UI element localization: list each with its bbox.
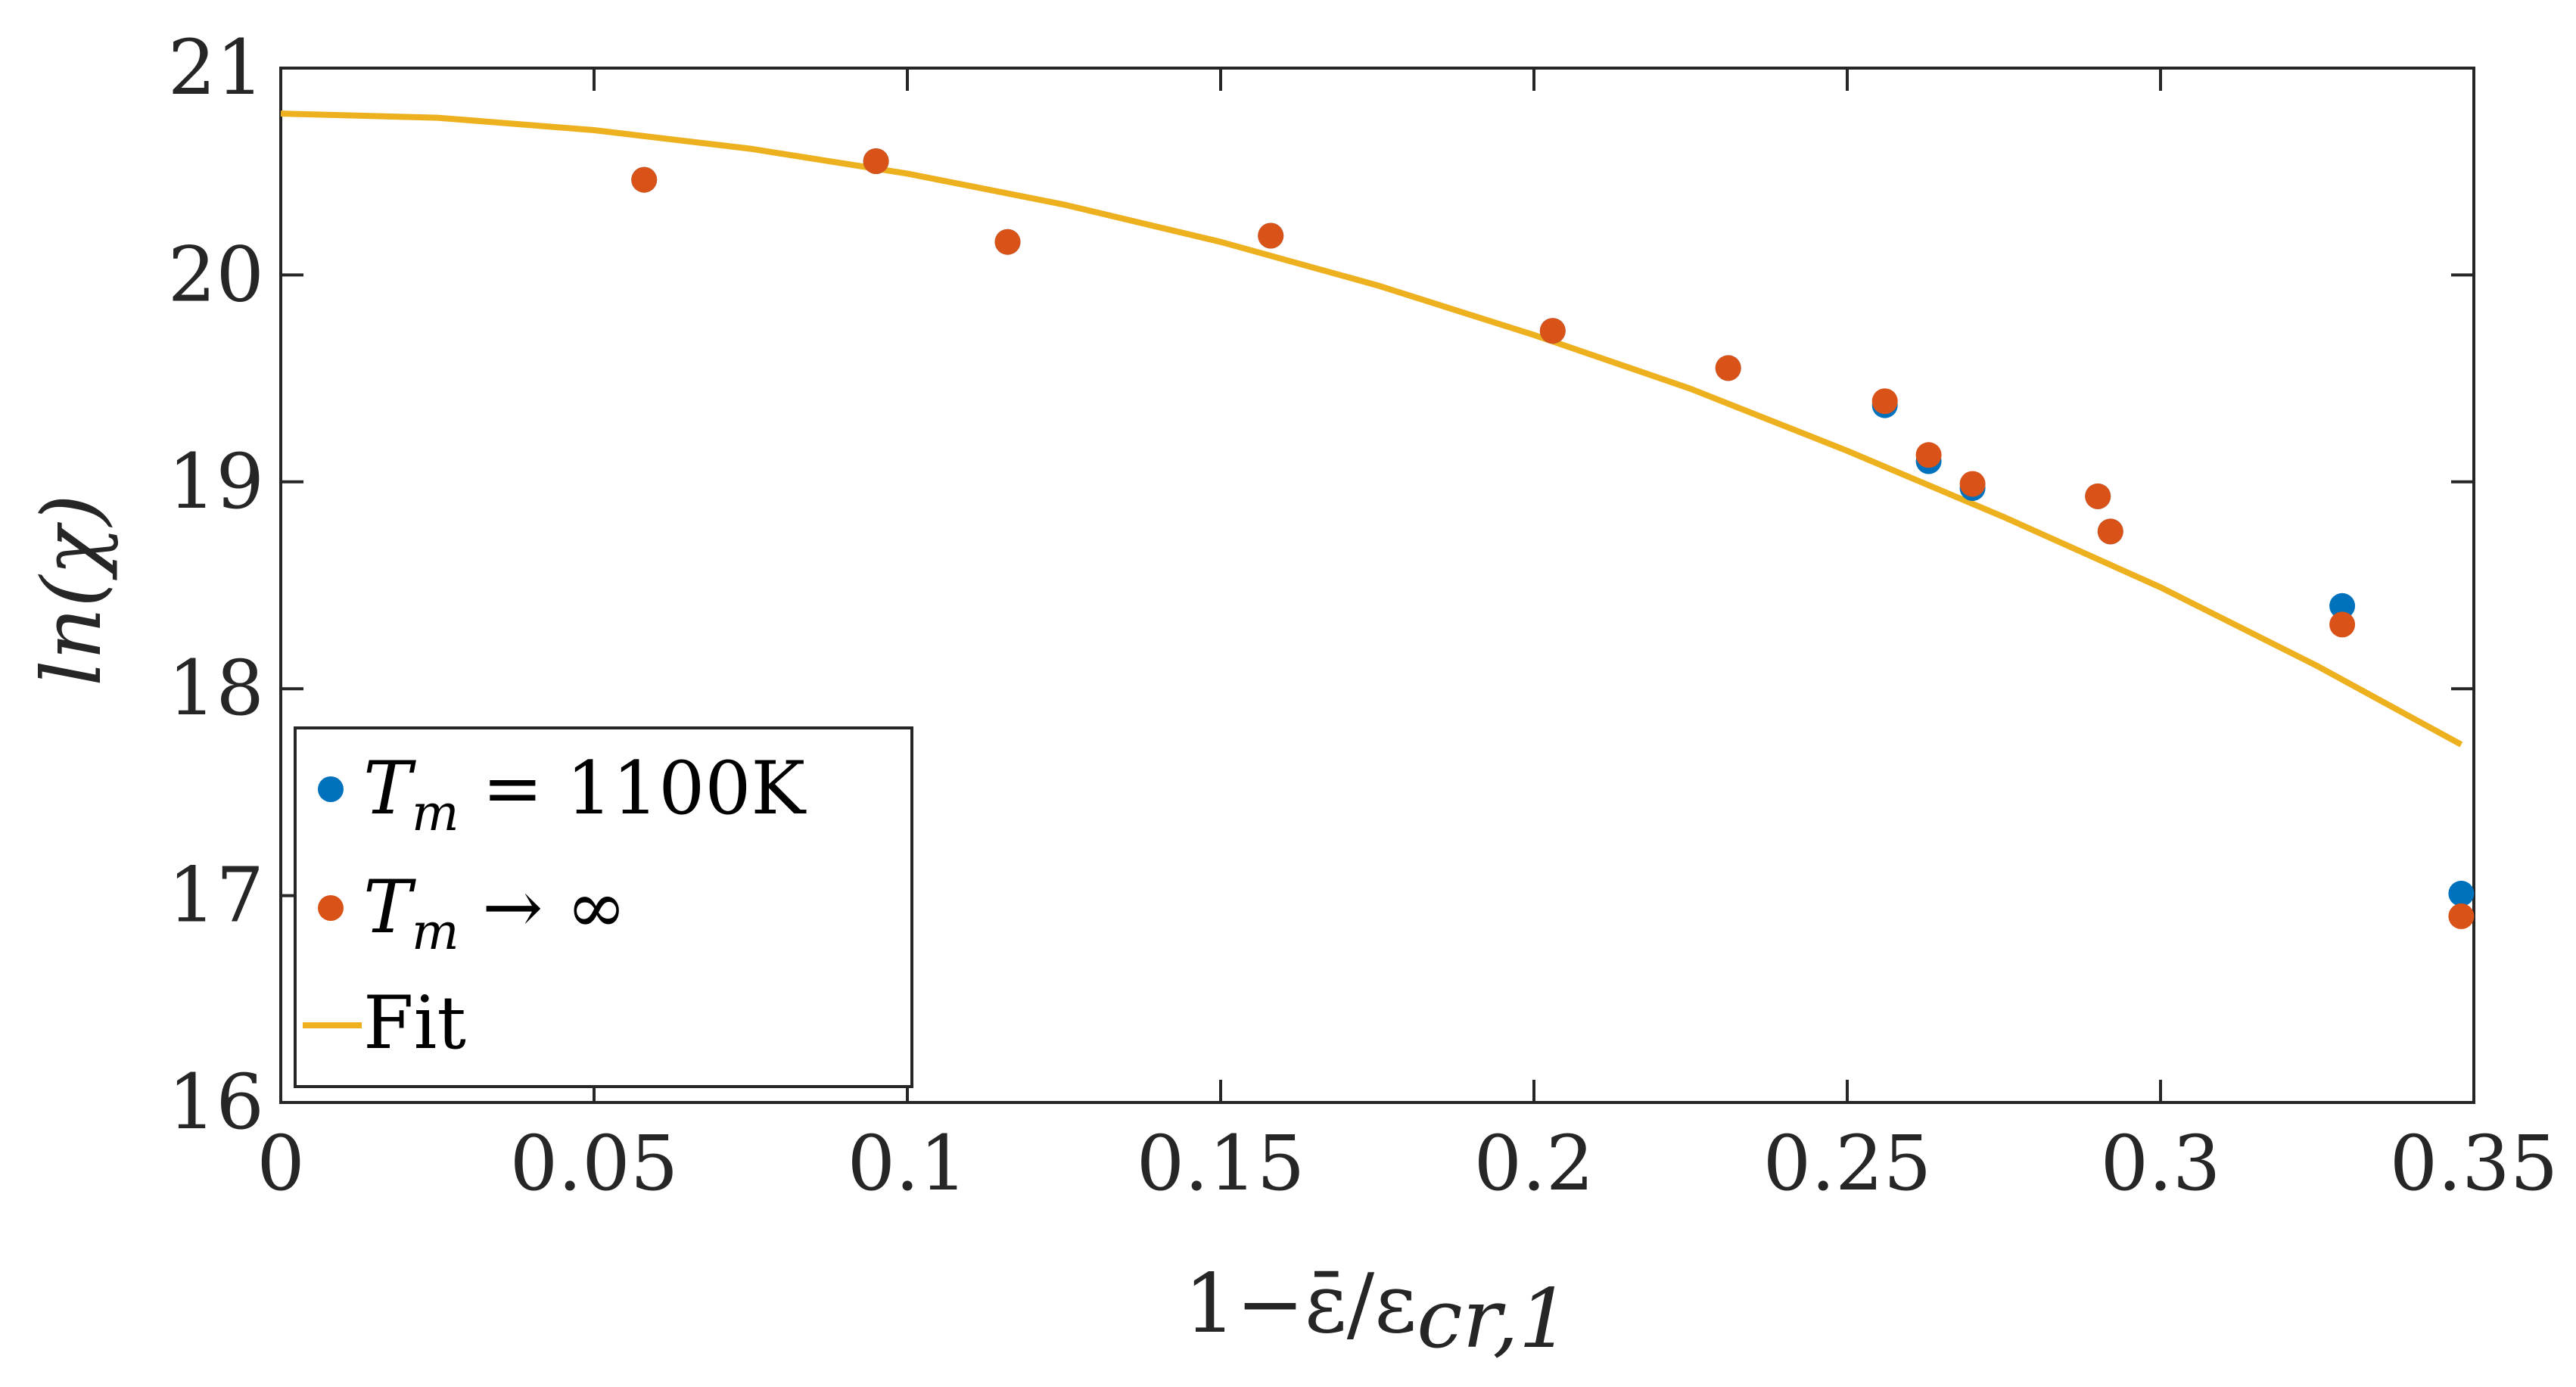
x-tick-labels: 0 0.05 0.1 0.15 0.2 0.25 0.3 0.35 xyxy=(257,1119,2558,1208)
fit-line xyxy=(280,110,2463,748)
x-tick-label: 0.3 xyxy=(2100,1119,2220,1208)
point-tminf xyxy=(2085,483,2111,509)
point-tminf xyxy=(1915,442,1942,468)
legend-label-tm1100: Tm = 1100K xyxy=(363,746,807,842)
x-tick-label: 0.2 xyxy=(1473,1119,1594,1208)
axis-ticks xyxy=(279,67,2475,1104)
y-tick-label: 16 xyxy=(168,1058,264,1146)
y-tick-label: 17 xyxy=(168,851,264,940)
legend-box xyxy=(294,726,913,1088)
legend: Tm = 1100K Tm → ∞ Fit xyxy=(294,726,913,1088)
point-tm1100 xyxy=(2329,592,2356,619)
legend-label-tminf-rest: → ∞ xyxy=(459,865,627,950)
y-tick-label: 20 xyxy=(168,230,264,319)
legend-label-tminf-main: T xyxy=(363,865,416,950)
legend-label-tm1100-main: T xyxy=(363,746,416,831)
point-tminf xyxy=(2329,611,2356,638)
legend-marker-tm1100 xyxy=(318,776,344,802)
x-tick-label: 0.1 xyxy=(847,1119,967,1208)
x-tick-label: 0 xyxy=(257,1119,305,1208)
x-axis-title-main: 1−ε̄/ε xyxy=(1184,1257,1417,1351)
x-axis-title: 1−ε̄/εcr,1 xyxy=(1184,1257,1571,1367)
point-tminf xyxy=(1715,355,1741,381)
point-tminf xyxy=(863,148,889,174)
point-tminf xyxy=(1539,318,1566,344)
y-tick-label: 21 xyxy=(168,23,264,112)
point-tminf xyxy=(2448,903,2475,929)
legend-label-tminf: Tm → ∞ xyxy=(363,865,627,961)
y-axis-title: ln(χ) xyxy=(25,494,120,686)
point-tminf xyxy=(1959,471,1986,497)
legend-label-tminf-sub: m xyxy=(412,903,459,961)
y-tick-labels: 16 17 18 19 20 21 xyxy=(168,23,264,1146)
point-tminf xyxy=(1258,222,1284,249)
point-tminf xyxy=(631,166,658,193)
point-tminf xyxy=(994,229,1021,255)
point-tminf xyxy=(1871,388,1898,415)
x-tick-label: 0.25 xyxy=(1763,1119,1932,1208)
y-tick-label: 19 xyxy=(168,437,264,526)
point-tminf xyxy=(2097,518,2123,545)
x-tick-label: 0.35 xyxy=(2390,1119,2559,1208)
legend-label-tm1100-sub: m xyxy=(412,784,459,842)
series-layer xyxy=(280,110,2475,929)
legend-label-tm1100-rest: = 1100K xyxy=(459,746,807,831)
x-tick-label: 0.05 xyxy=(510,1119,679,1208)
legend-marker-tminf xyxy=(318,895,344,921)
legend-label-fit: Fit xyxy=(363,981,466,1065)
x-tick-label: 0.15 xyxy=(1137,1119,1305,1208)
y-tick-label: 18 xyxy=(168,644,264,732)
point-tm1100 xyxy=(2448,880,2475,907)
x-axis-title-sub: cr,1 xyxy=(1417,1272,1570,1367)
